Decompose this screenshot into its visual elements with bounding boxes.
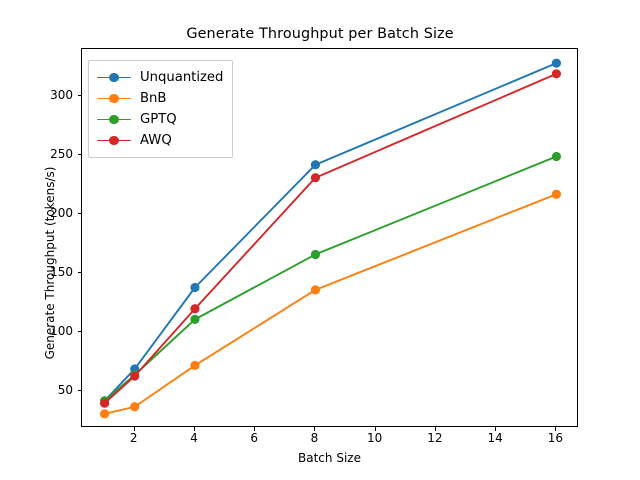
y-tick-label-group: 50 100 150 200 250 300 <box>31 48 73 427</box>
y-tick-mark <box>77 272 81 274</box>
plot-lines-svg <box>99 58 562 419</box>
data-point-marker <box>310 173 321 183</box>
x-tick-label: 4 <box>190 431 198 445</box>
x-tick-label-group: 2 4 6 8 10 12 14 16 <box>81 432 578 448</box>
data-point-marker <box>99 398 110 408</box>
data-point-marker <box>130 371 140 381</box>
legend-item-unquantized[interactable]: Unquantized <box>97 67 223 88</box>
legend-item-awq[interactable]: AWQ <box>97 130 223 151</box>
y-tick-label: 50 <box>57 383 73 398</box>
series-awq <box>99 69 562 408</box>
data-point-marker <box>190 360 200 371</box>
y-tick-mark <box>77 95 81 97</box>
data-point-marker <box>190 282 200 293</box>
y-tick-mark <box>77 213 81 215</box>
chart-title: Generate Throughput per Batch Size <box>186 26 454 42</box>
legend-marker-dot-icon <box>109 72 119 83</box>
x-tick-label: 6 <box>250 431 259 445</box>
x-tick-label: 10 <box>367 431 383 445</box>
x-tick-mark <box>495 427 497 431</box>
series-gptq <box>99 151 562 406</box>
x-tick-mark <box>434 427 436 431</box>
plot-area <box>81 48 578 427</box>
x-tick-mark <box>555 427 557 431</box>
y-tick-mark <box>77 154 81 156</box>
y-axis-label-container: Generate Throughput (tokens/s) <box>18 48 57 427</box>
y-tick-mark <box>77 331 81 333</box>
data-point-marker <box>551 151 562 162</box>
x-tick-mark <box>193 427 195 431</box>
x-tick-mark <box>374 427 376 431</box>
x-tick-label: 2 <box>129 431 138 445</box>
legend-marker-dot-icon <box>109 114 119 125</box>
x-tick-label: 16 <box>547 431 564 445</box>
legend-marker-dot-icon <box>109 135 119 146</box>
data-point-marker <box>551 189 562 199</box>
series-line <box>103 193 558 415</box>
legend-swatch-icon <box>97 113 131 127</box>
series-bnb <box>99 189 562 419</box>
data-point-marker <box>551 69 562 79</box>
y-tick-label: 150 <box>50 265 73 280</box>
data-point-marker <box>190 314 200 324</box>
legend-label: BnB <box>140 91 167 106</box>
legend-marker-dot-icon <box>109 93 119 104</box>
legend-swatch-icon <box>97 71 131 85</box>
x-tick-mark <box>254 427 256 431</box>
legend-item-bnb[interactable]: BnB <box>97 88 223 109</box>
chart-legend: Unquantized BnB GPTQ AWQ <box>88 60 234 158</box>
y-tick-mark <box>77 390 81 392</box>
x-tick-mark <box>133 427 135 431</box>
legend-label: AWQ <box>140 133 172 148</box>
x-tick-label: 14 <box>487 431 503 445</box>
data-point-marker <box>551 58 562 68</box>
y-tick-label: 100 <box>50 324 73 339</box>
series-line <box>103 155 558 402</box>
x-tick-label: 12 <box>427 431 443 445</box>
legend-label: Unquantized <box>140 70 224 85</box>
y-tick-label: 250 <box>50 147 73 162</box>
legend-label: GPTQ <box>140 112 177 127</box>
y-tick-label: 200 <box>50 206 73 221</box>
x-tick-mark <box>314 427 316 431</box>
data-point-marker <box>130 402 140 412</box>
data-point-marker <box>310 249 321 260</box>
data-point-marker <box>310 285 321 295</box>
legend-item-gptq[interactable]: GPTQ <box>97 109 223 130</box>
x-axis-label: Batch Size <box>298 451 361 465</box>
data-point-marker <box>190 304 200 314</box>
legend-swatch-icon <box>97 92 131 106</box>
data-point-marker <box>99 409 110 419</box>
x-tick-label: 8 <box>310 431 319 445</box>
y-tick-label: 300 <box>50 88 73 103</box>
legend-swatch-icon <box>97 134 131 148</box>
data-point-marker <box>310 160 321 170</box>
